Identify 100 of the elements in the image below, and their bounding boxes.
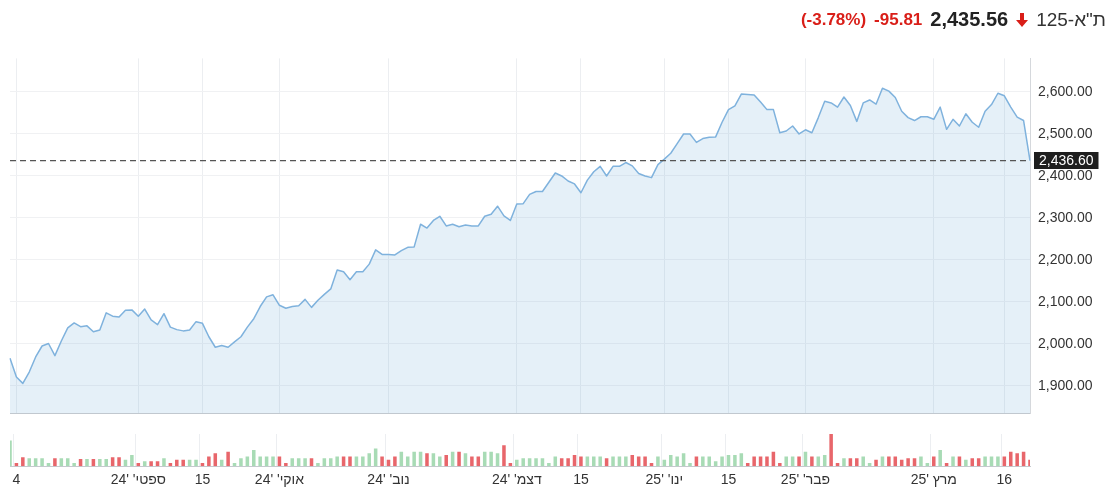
x-tick-label: אוקי' '24 bbox=[254, 471, 305, 488]
bar bbox=[367, 453, 372, 467]
text: (-3.78%) bbox=[800, 9, 867, 30]
bar bbox=[810, 456, 814, 467]
y-tick-label: 2,400.00 bbox=[1038, 166, 1093, 183]
bar bbox=[611, 456, 615, 467]
bar bbox=[784, 456, 788, 467]
bar bbox=[797, 456, 801, 467]
ref-line-label: 2,436.60 bbox=[1039, 152, 1094, 169]
bar bbox=[707, 456, 712, 467]
bar bbox=[258, 456, 262, 467]
bar bbox=[316, 462, 320, 467]
bar bbox=[996, 456, 1000, 467]
bar bbox=[380, 456, 384, 467]
bar bbox=[130, 454, 134, 467]
x-tick-label: מרץ '25 bbox=[910, 471, 957, 488]
bar bbox=[579, 456, 583, 467]
bar bbox=[656, 456, 660, 467]
bar bbox=[40, 458, 44, 467]
bar bbox=[252, 450, 256, 467]
x-tick-label: 15 bbox=[720, 471, 737, 488]
bar bbox=[328, 458, 333, 467]
bar bbox=[98, 459, 102, 467]
bar bbox=[489, 451, 493, 467]
bar bbox=[765, 456, 769, 467]
bar bbox=[1008, 451, 1013, 467]
bar bbox=[855, 458, 859, 467]
bar bbox=[668, 454, 673, 467]
x-tick-label: 15 bbox=[573, 471, 589, 488]
bar bbox=[688, 462, 692, 467]
bar bbox=[303, 458, 307, 467]
bar bbox=[675, 456, 679, 467]
bar bbox=[842, 458, 846, 467]
bar bbox=[162, 458, 166, 467]
bar bbox=[175, 459, 179, 467]
bar bbox=[752, 456, 756, 467]
bar bbox=[117, 457, 121, 467]
bar bbox=[733, 454, 737, 467]
bar bbox=[284, 462, 288, 467]
y-tick-label: 2,500.00 bbox=[1038, 124, 1093, 141]
bar bbox=[938, 450, 942, 467]
bar bbox=[598, 456, 602, 467]
bar bbox=[643, 456, 647, 467]
x-tick-label: ינו' '25 bbox=[645, 471, 684, 488]
text: 2,435.56 bbox=[930, 8, 1009, 31]
bar bbox=[566, 458, 570, 467]
x-tick-label: פבר' '25 bbox=[780, 471, 831, 488]
y-tick-label: 2,200.00 bbox=[1038, 250, 1093, 267]
y-tick-label: 1,900.00 bbox=[1038, 376, 1093, 393]
y-tick-label: 2,100.00 bbox=[1038, 292, 1093, 309]
bar bbox=[239, 458, 243, 467]
x-tick-label: ספטי' '24 bbox=[110, 471, 166, 488]
bar bbox=[964, 459, 968, 467]
bar bbox=[745, 462, 750, 467]
bar bbox=[405, 456, 410, 467]
bar bbox=[412, 451, 416, 467]
bar bbox=[27, 458, 32, 467]
y-tick-label: 2,300.00 bbox=[1038, 208, 1093, 225]
bar bbox=[534, 458, 538, 467]
bar bbox=[720, 456, 724, 467]
bar bbox=[53, 458, 57, 467]
bar bbox=[470, 456, 474, 467]
bar bbox=[444, 454, 448, 467]
bar bbox=[592, 456, 596, 467]
bar bbox=[207, 456, 211, 467]
x-tick-label: 16 bbox=[996, 471, 1013, 488]
bar bbox=[983, 456, 987, 467]
bar bbox=[181, 459, 185, 467]
bar bbox=[425, 453, 429, 467]
bar bbox=[457, 451, 461, 467]
y-tick-label: 2,600.00 bbox=[1038, 82, 1093, 99]
bar bbox=[348, 456, 352, 467]
bar bbox=[778, 462, 782, 467]
text: ת"א-125 bbox=[1036, 8, 1106, 31]
bar bbox=[65, 458, 70, 467]
bar bbox=[502, 445, 506, 467]
bar bbox=[829, 434, 833, 467]
x-tick-label: 15 bbox=[194, 471, 211, 488]
y-tick-label: 2,000.00 bbox=[1038, 334, 1093, 351]
bar bbox=[932, 456, 936, 467]
bar bbox=[521, 458, 525, 467]
bar bbox=[624, 456, 628, 467]
bar bbox=[874, 459, 878, 467]
bar bbox=[361, 456, 365, 467]
bar bbox=[194, 459, 198, 467]
bar bbox=[21, 457, 25, 467]
bar bbox=[919, 456, 923, 467]
bar bbox=[906, 458, 910, 467]
x-tick-label: נוב' '24 bbox=[367, 471, 410, 488]
bar bbox=[438, 456, 442, 467]
bar bbox=[515, 459, 519, 467]
bar bbox=[72, 462, 76, 467]
bar bbox=[547, 462, 551, 467]
bar bbox=[861, 456, 865, 467]
bar bbox=[335, 456, 339, 467]
bar bbox=[271, 456, 275, 467]
bar bbox=[701, 456, 705, 467]
bar bbox=[393, 456, 397, 467]
bar bbox=[226, 451, 230, 467]
bar bbox=[951, 456, 955, 467]
